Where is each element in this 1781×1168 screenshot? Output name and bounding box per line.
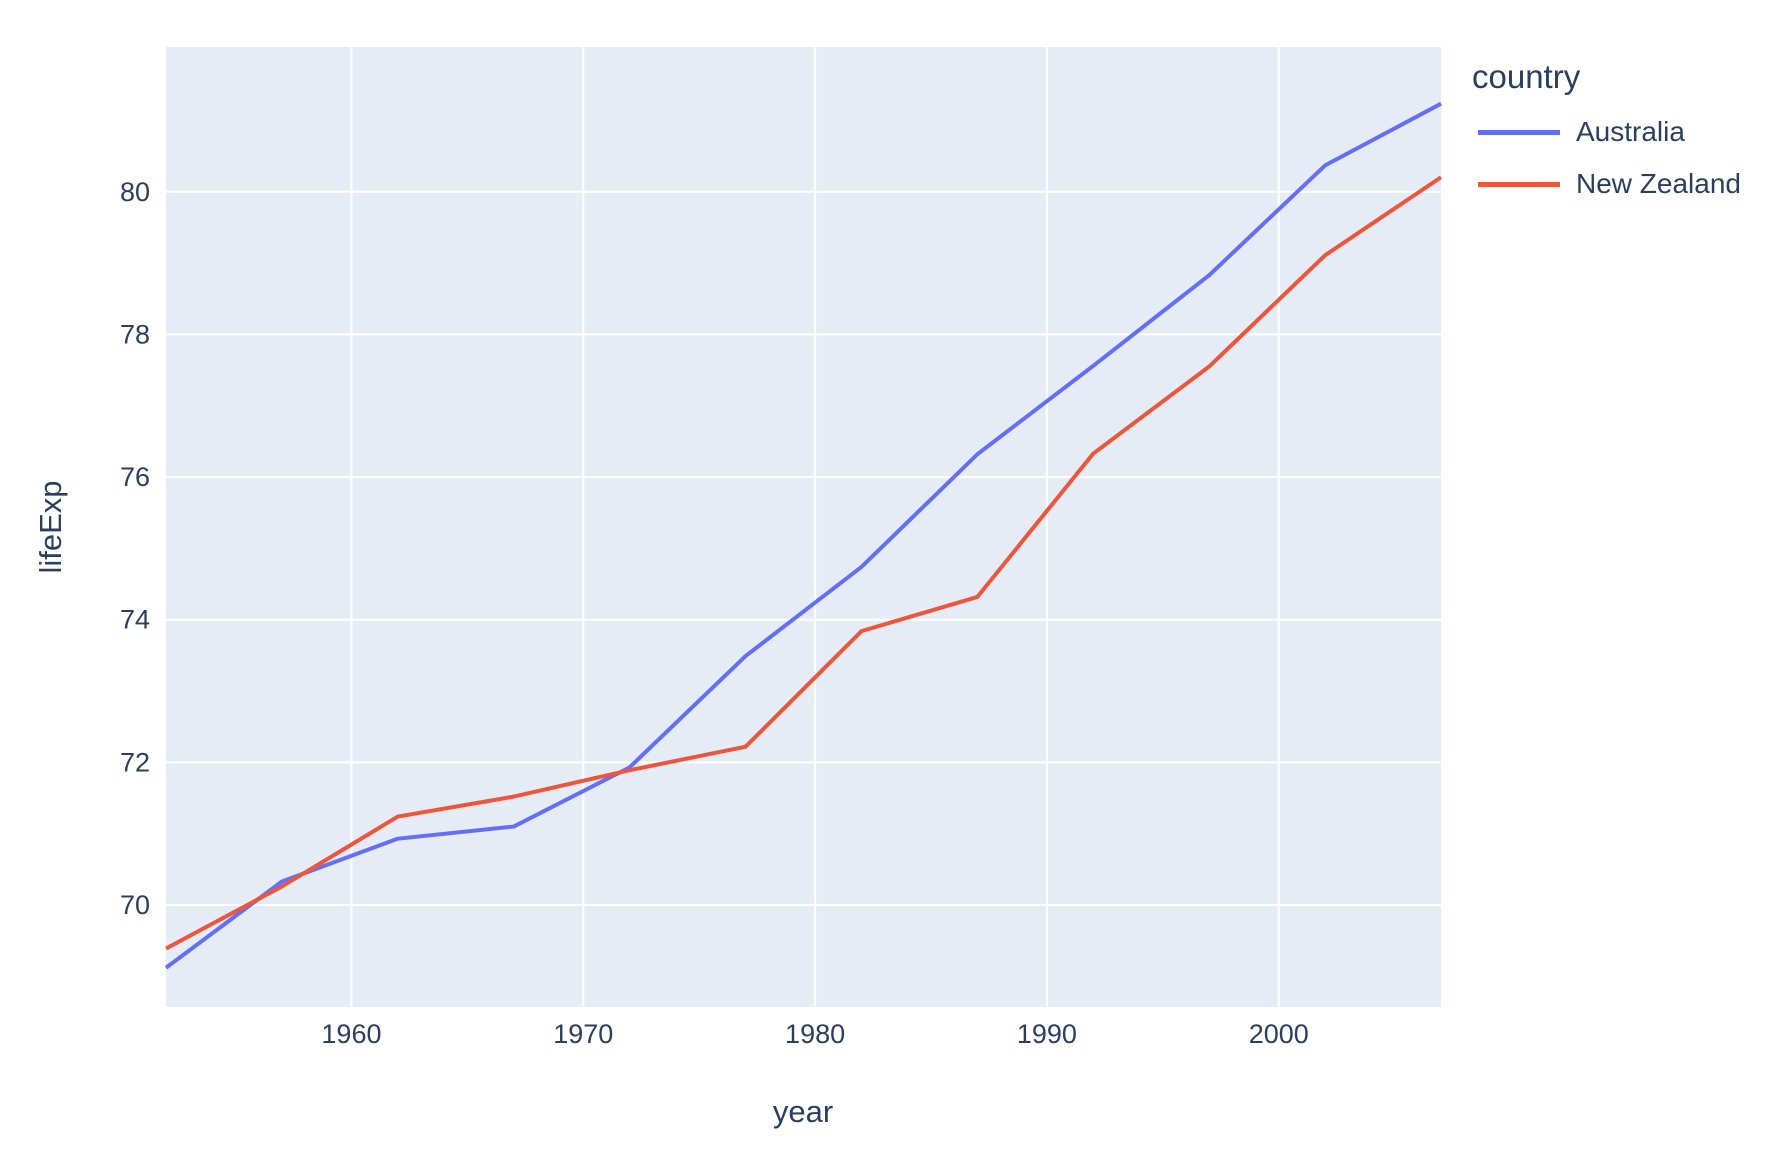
x-tick-label-1980: 1980 xyxy=(785,1019,845,1049)
y-tick-label-74: 74 xyxy=(120,605,150,635)
x-tick-label-2000: 2000 xyxy=(1249,1019,1309,1049)
y-tick-label-72: 72 xyxy=(120,747,150,777)
y-tick-label-70: 70 xyxy=(120,890,150,920)
legend-item-new-zealand[interactable]: New Zealand xyxy=(1472,158,1741,210)
legend-items: Australia New Zealand xyxy=(1472,106,1741,210)
x-tick-label-1990: 1990 xyxy=(1017,1019,1077,1049)
legend: country Australia New Zealand xyxy=(1472,58,1741,210)
y-tick-label-80: 80 xyxy=(120,177,150,207)
legend-label-australia: Australia xyxy=(1576,116,1685,147)
y-tick-label-78: 78 xyxy=(120,319,150,349)
x-tick-label-1960: 1960 xyxy=(321,1019,381,1049)
line-australia[interactable] xyxy=(164,101,1442,970)
legend-label-new-zealand: New Zealand xyxy=(1576,168,1741,199)
y-axis-title: lifeExp xyxy=(33,480,68,574)
y-tick-label-76: 76 xyxy=(120,462,150,492)
legend-item-australia[interactable]: Australia xyxy=(1472,106,1741,158)
legend-title: country xyxy=(1472,58,1581,95)
x-axis-title: year xyxy=(772,1094,834,1129)
line-new-zealand[interactable] xyxy=(165,175,1443,951)
legend-swatch-australia xyxy=(1478,129,1560,135)
legend-swatch-new-zealand xyxy=(1478,181,1560,187)
x-tick-label-1970: 1970 xyxy=(553,1019,613,1049)
